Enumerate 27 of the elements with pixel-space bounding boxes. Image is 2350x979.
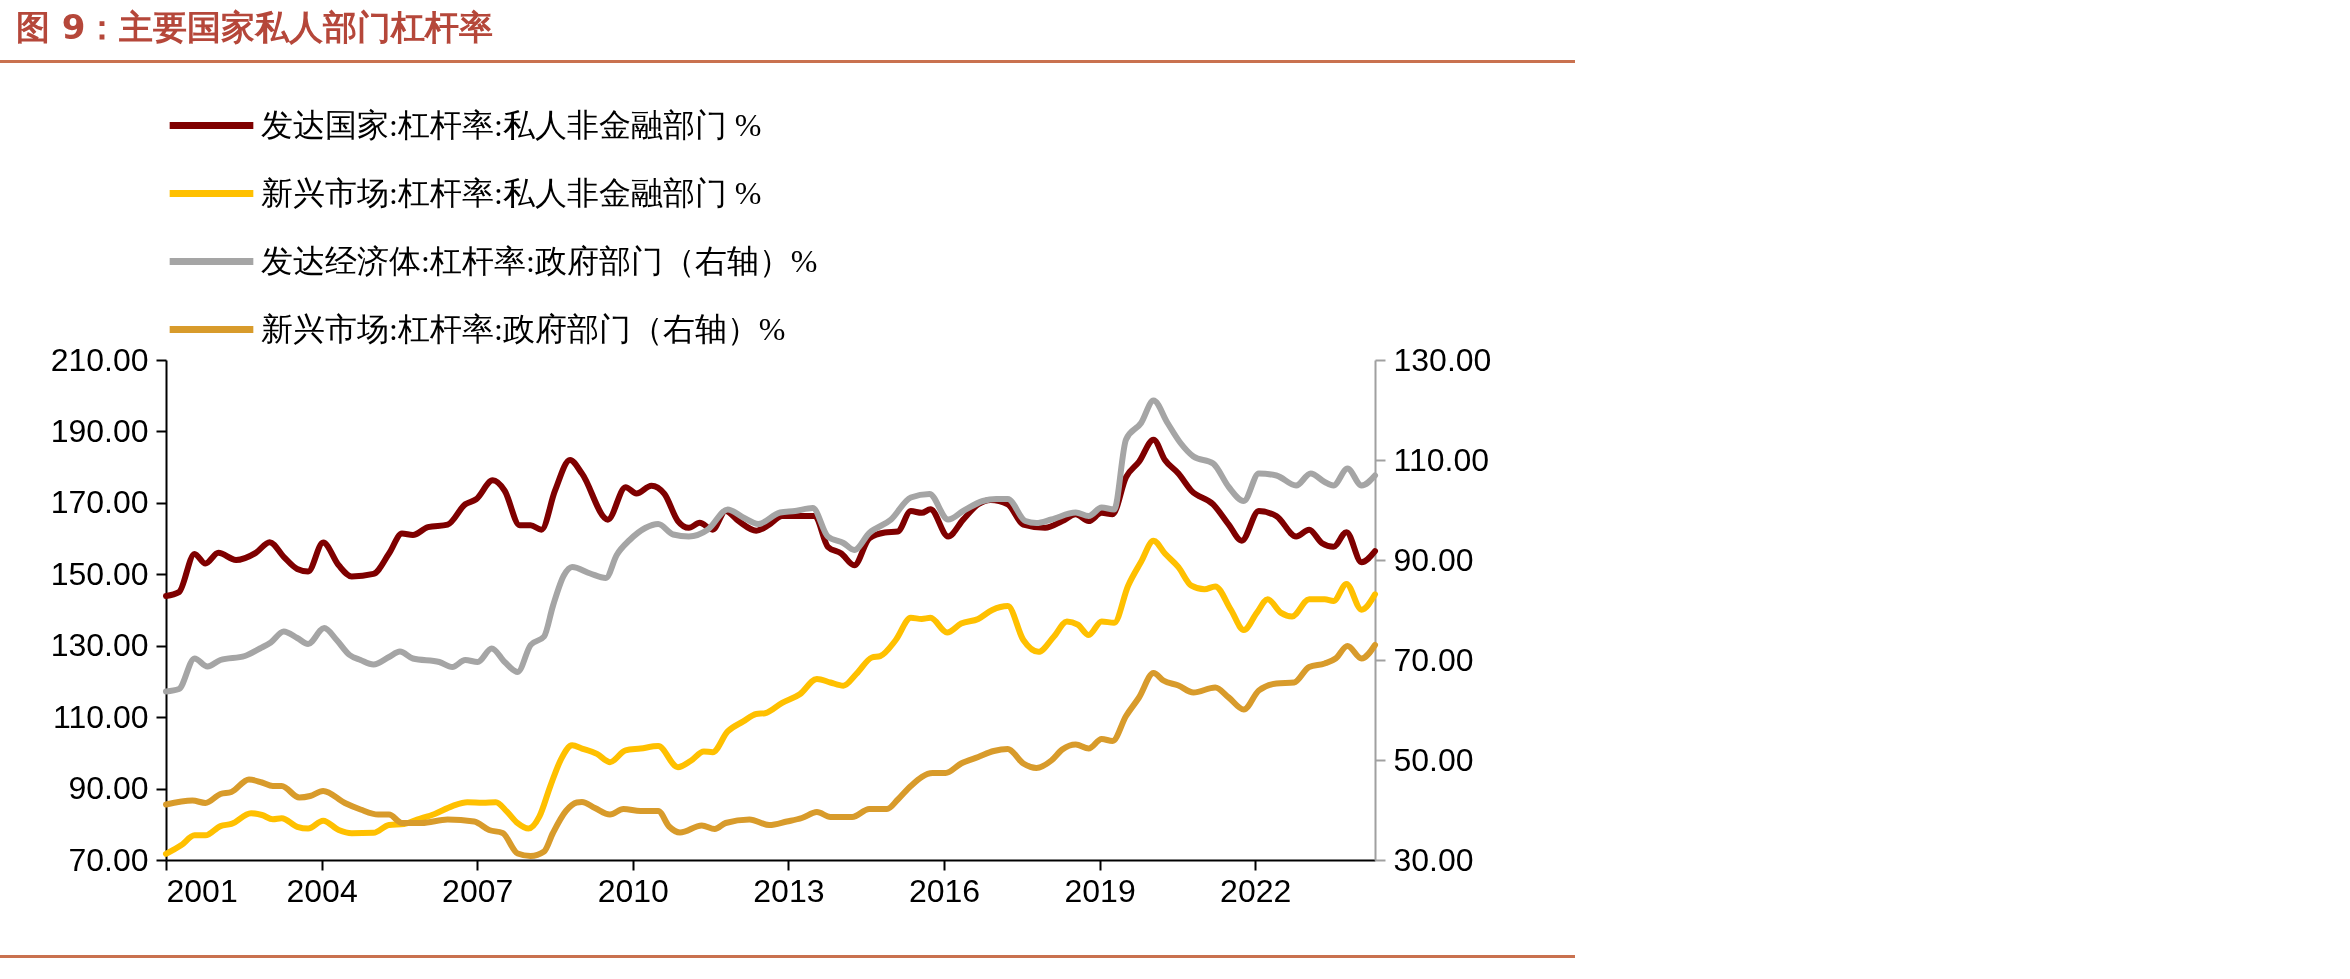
y-tick-label: 210.00: [50, 341, 149, 378]
y-tick-label: 130.00: [50, 627, 149, 664]
y-tick-label: 190.00: [50, 412, 149, 449]
y2-tick-label: 30.00: [1393, 841, 1474, 878]
y-tick-label: 150.00: [50, 555, 149, 592]
x-tick-label: 2007: [442, 872, 514, 909]
y-tick-label: 90.00: [68, 770, 149, 807]
x-tick-label: 2001: [166, 872, 238, 909]
y-tick-label: 70.00: [68, 841, 149, 878]
y2-tick-label: 110.00: [1393, 441, 1489, 478]
x-tick-label: 2004: [286, 872, 358, 909]
legend-label: 发达国家:杠杆率:私人非金融部门 %: [261, 106, 762, 143]
y-tick-label: 110.00: [53, 698, 149, 735]
x-tick-label: 2019: [1064, 872, 1136, 909]
legend-label: 新兴市场:杠杆率:私人非金融部门 %: [261, 174, 762, 211]
chart-title: 图 9：主要国家私人部门杠杆率: [16, 7, 494, 47]
y-tick-label: 170.00: [50, 484, 149, 521]
y2-tick-label: 130.00: [1393, 341, 1492, 378]
x-tick-label: 2016: [908, 872, 981, 909]
legend-label: 发达经济体:杠杆率:政府部门（右轴）%: [261, 242, 818, 279]
x-tick-label: 2013: [753, 872, 825, 909]
x-tick-label: 2022: [1220, 872, 1292, 909]
y2-tick-label: 90.00: [1393, 541, 1474, 578]
y2-tick-label: 50.00: [1393, 741, 1474, 778]
y2-tick-label: 70.00: [1393, 641, 1474, 678]
legend-label: 新兴市场:杠杆率:政府部门（右轴）%: [261, 310, 786, 347]
x-tick-label: 2010: [597, 872, 669, 909]
